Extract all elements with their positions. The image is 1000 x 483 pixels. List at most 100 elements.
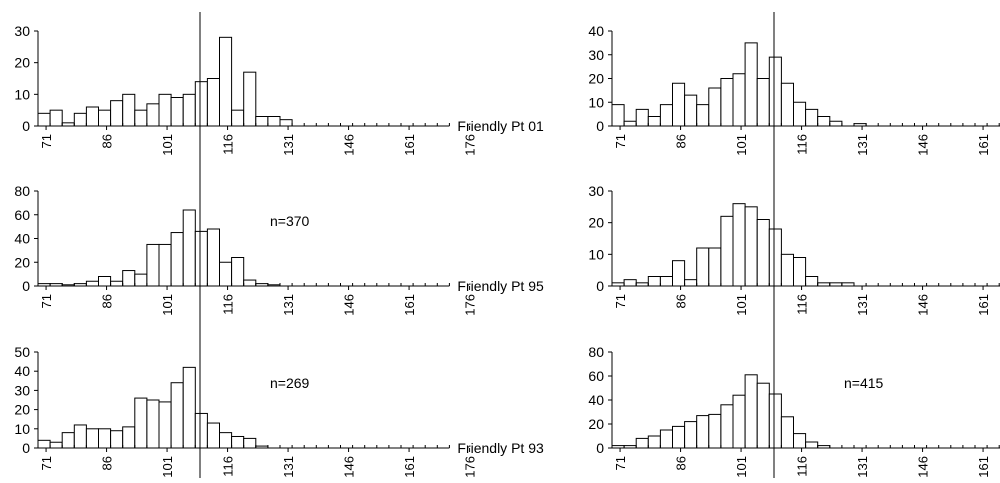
histogram-bar <box>672 260 686 287</box>
x-tick-label: 101 <box>734 134 749 156</box>
series-label: Friendly Pt 93 <box>457 440 544 456</box>
histogram-bar <box>49 109 63 127</box>
histogram-bar <box>98 109 112 127</box>
y-tick-label: 50 <box>14 344 30 360</box>
histogram-panel-right-middle: 01020307186101116131146161176The Boot 00 <box>588 128 1000 316</box>
histogram-bar <box>219 36 233 127</box>
histogram-bar <box>768 56 782 127</box>
histogram-bar <box>122 93 136 127</box>
y-tick-label: 0 <box>22 440 30 456</box>
x-tick-label: 101 <box>734 294 749 316</box>
histogram-bar <box>194 230 208 287</box>
histogram-bar <box>756 78 770 127</box>
histogram-bar <box>231 257 245 287</box>
y-tick-label: 40 <box>14 363 30 379</box>
x-tick-label: 116 <box>795 294 810 315</box>
histogram-bar <box>756 219 770 287</box>
x-tick-label: 176 <box>463 294 478 316</box>
x-tick-label: 86 <box>100 134 115 148</box>
x-tick-label: 176 <box>463 134 478 156</box>
histogram-bar <box>793 101 807 127</box>
histogram-bar <box>243 437 257 449</box>
histogram-bar <box>647 276 661 287</box>
histogram-bar <box>684 421 698 449</box>
x-tick-label: 131 <box>855 134 870 156</box>
x-tick-label: 101 <box>160 456 175 478</box>
y-tick-label: 0 <box>596 278 604 294</box>
histogram-bar <box>73 112 87 127</box>
histogram-bar <box>611 104 625 127</box>
x-tick-label: 131 <box>281 294 296 316</box>
histogram-bar <box>659 276 674 287</box>
histogram-bar <box>85 106 100 127</box>
histogram-bar <box>635 108 649 127</box>
histogram-bar <box>134 273 148 287</box>
y-tick-label: 60 <box>588 368 604 384</box>
histogram-bar <box>732 73 746 127</box>
x-tick-label: 116 <box>795 456 810 477</box>
x-tick-label: 161 <box>402 294 417 316</box>
histogram-bar <box>659 429 674 449</box>
histogram-bar <box>623 279 637 287</box>
x-tick-label: 86 <box>674 134 689 148</box>
histogram-bar <box>696 415 710 449</box>
histogram-bar <box>110 430 124 449</box>
x-tick-label: 71 <box>39 134 54 148</box>
histogram-panel-right-bottom: 0204060807186101116131146161176The Boot … <box>588 288 1000 478</box>
sample-size-label: n=269 <box>270 375 310 391</box>
histogram-bar <box>659 104 674 127</box>
histogram-bar <box>146 243 160 287</box>
y-tick-label: 10 <box>14 421 30 437</box>
histogram-bar <box>744 374 758 449</box>
histogram-bar <box>61 432 75 449</box>
histogram-bar <box>85 428 100 449</box>
y-tick-label: 30 <box>14 382 30 398</box>
x-tick-label: 161 <box>976 134 991 156</box>
histogram-bar <box>170 97 184 127</box>
histogram-bar <box>243 71 257 127</box>
y-tick-label: 0 <box>22 278 30 294</box>
x-tick-label: 131 <box>281 456 296 478</box>
y-tick-label: 10 <box>14 86 30 102</box>
histogram-bar <box>122 426 136 449</box>
x-tick-label: 161 <box>976 456 991 478</box>
x-tick-label: 71 <box>613 456 628 470</box>
histogram-bar <box>805 441 819 449</box>
histogram-bar <box>684 94 698 127</box>
histogram-bar <box>793 257 807 287</box>
histogram-bar <box>134 109 148 127</box>
x-tick-label: 71 <box>613 294 628 308</box>
histogram-bar <box>37 112 51 127</box>
histogram-bar <box>146 399 160 449</box>
y-tick-label: 20 <box>14 55 30 71</box>
histogram-bar <box>780 416 795 449</box>
y-tick-label: 20 <box>14 254 30 270</box>
histogram-bar <box>182 93 196 127</box>
histogram-bar <box>817 116 831 127</box>
x-tick-label: 101 <box>160 294 175 316</box>
x-tick-label: 71 <box>39 456 54 470</box>
y-tick-label: 30 <box>588 183 604 199</box>
histogram-bar <box>110 100 124 127</box>
x-tick-label: 146 <box>342 456 357 478</box>
x-tick-label: 176 <box>463 456 478 478</box>
histogram-bar <box>647 435 661 449</box>
histogram-bar <box>708 413 722 449</box>
y-tick-label: 40 <box>588 392 604 408</box>
sample-size-label: n=415 <box>844 375 884 391</box>
histogram-bar <box>170 382 184 449</box>
x-tick-label: 146 <box>916 134 931 156</box>
histogram-bar <box>768 393 782 449</box>
histogram-bar <box>732 203 746 287</box>
histogram-bar <box>243 279 257 287</box>
histogram-bar <box>158 401 172 449</box>
series-label: Friendly Pt 95 <box>457 278 544 294</box>
y-tick-label: 20 <box>14 402 30 418</box>
y-tick-label: 80 <box>14 183 30 199</box>
y-tick-label: 30 <box>588 47 604 63</box>
x-tick-label: 101 <box>734 456 749 478</box>
histogram-bar <box>255 116 269 127</box>
histogram-bar <box>635 437 649 449</box>
